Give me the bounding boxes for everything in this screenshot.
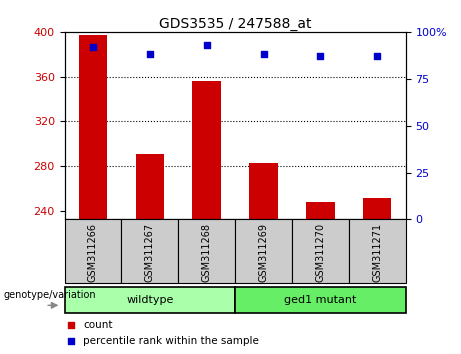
Bar <box>193 81 221 219</box>
Bar <box>65 287 235 313</box>
Title: GDS3535 / 247588_at: GDS3535 / 247588_at <box>159 17 311 31</box>
Bar <box>306 202 335 219</box>
Bar <box>235 219 292 283</box>
Bar <box>136 154 164 219</box>
Point <box>203 42 210 48</box>
Text: count: count <box>83 320 113 330</box>
Point <box>68 322 75 328</box>
Point <box>373 53 381 59</box>
Text: wildtype: wildtype <box>126 295 173 305</box>
Text: GSM311266: GSM311266 <box>88 223 98 282</box>
Text: genotype/variation: genotype/variation <box>3 290 96 300</box>
Point <box>146 52 154 57</box>
Bar <box>178 219 235 283</box>
Bar <box>121 219 178 283</box>
Text: ged1 mutant: ged1 mutant <box>284 295 356 305</box>
Bar <box>235 287 406 313</box>
Bar <box>292 219 349 283</box>
Bar <box>65 219 121 283</box>
Point <box>68 338 75 343</box>
Point <box>260 52 267 57</box>
Bar <box>79 35 107 219</box>
Text: GSM311267: GSM311267 <box>145 223 155 282</box>
Text: GSM311270: GSM311270 <box>315 223 325 282</box>
Text: percentile rank within the sample: percentile rank within the sample <box>83 336 259 346</box>
Text: GSM311269: GSM311269 <box>259 223 269 282</box>
Bar <box>249 162 278 219</box>
Bar <box>363 198 391 219</box>
Text: GSM311271: GSM311271 <box>372 223 382 282</box>
Bar <box>349 219 406 283</box>
Point <box>317 53 324 59</box>
Point <box>89 44 97 50</box>
Text: GSM311268: GSM311268 <box>201 223 212 282</box>
